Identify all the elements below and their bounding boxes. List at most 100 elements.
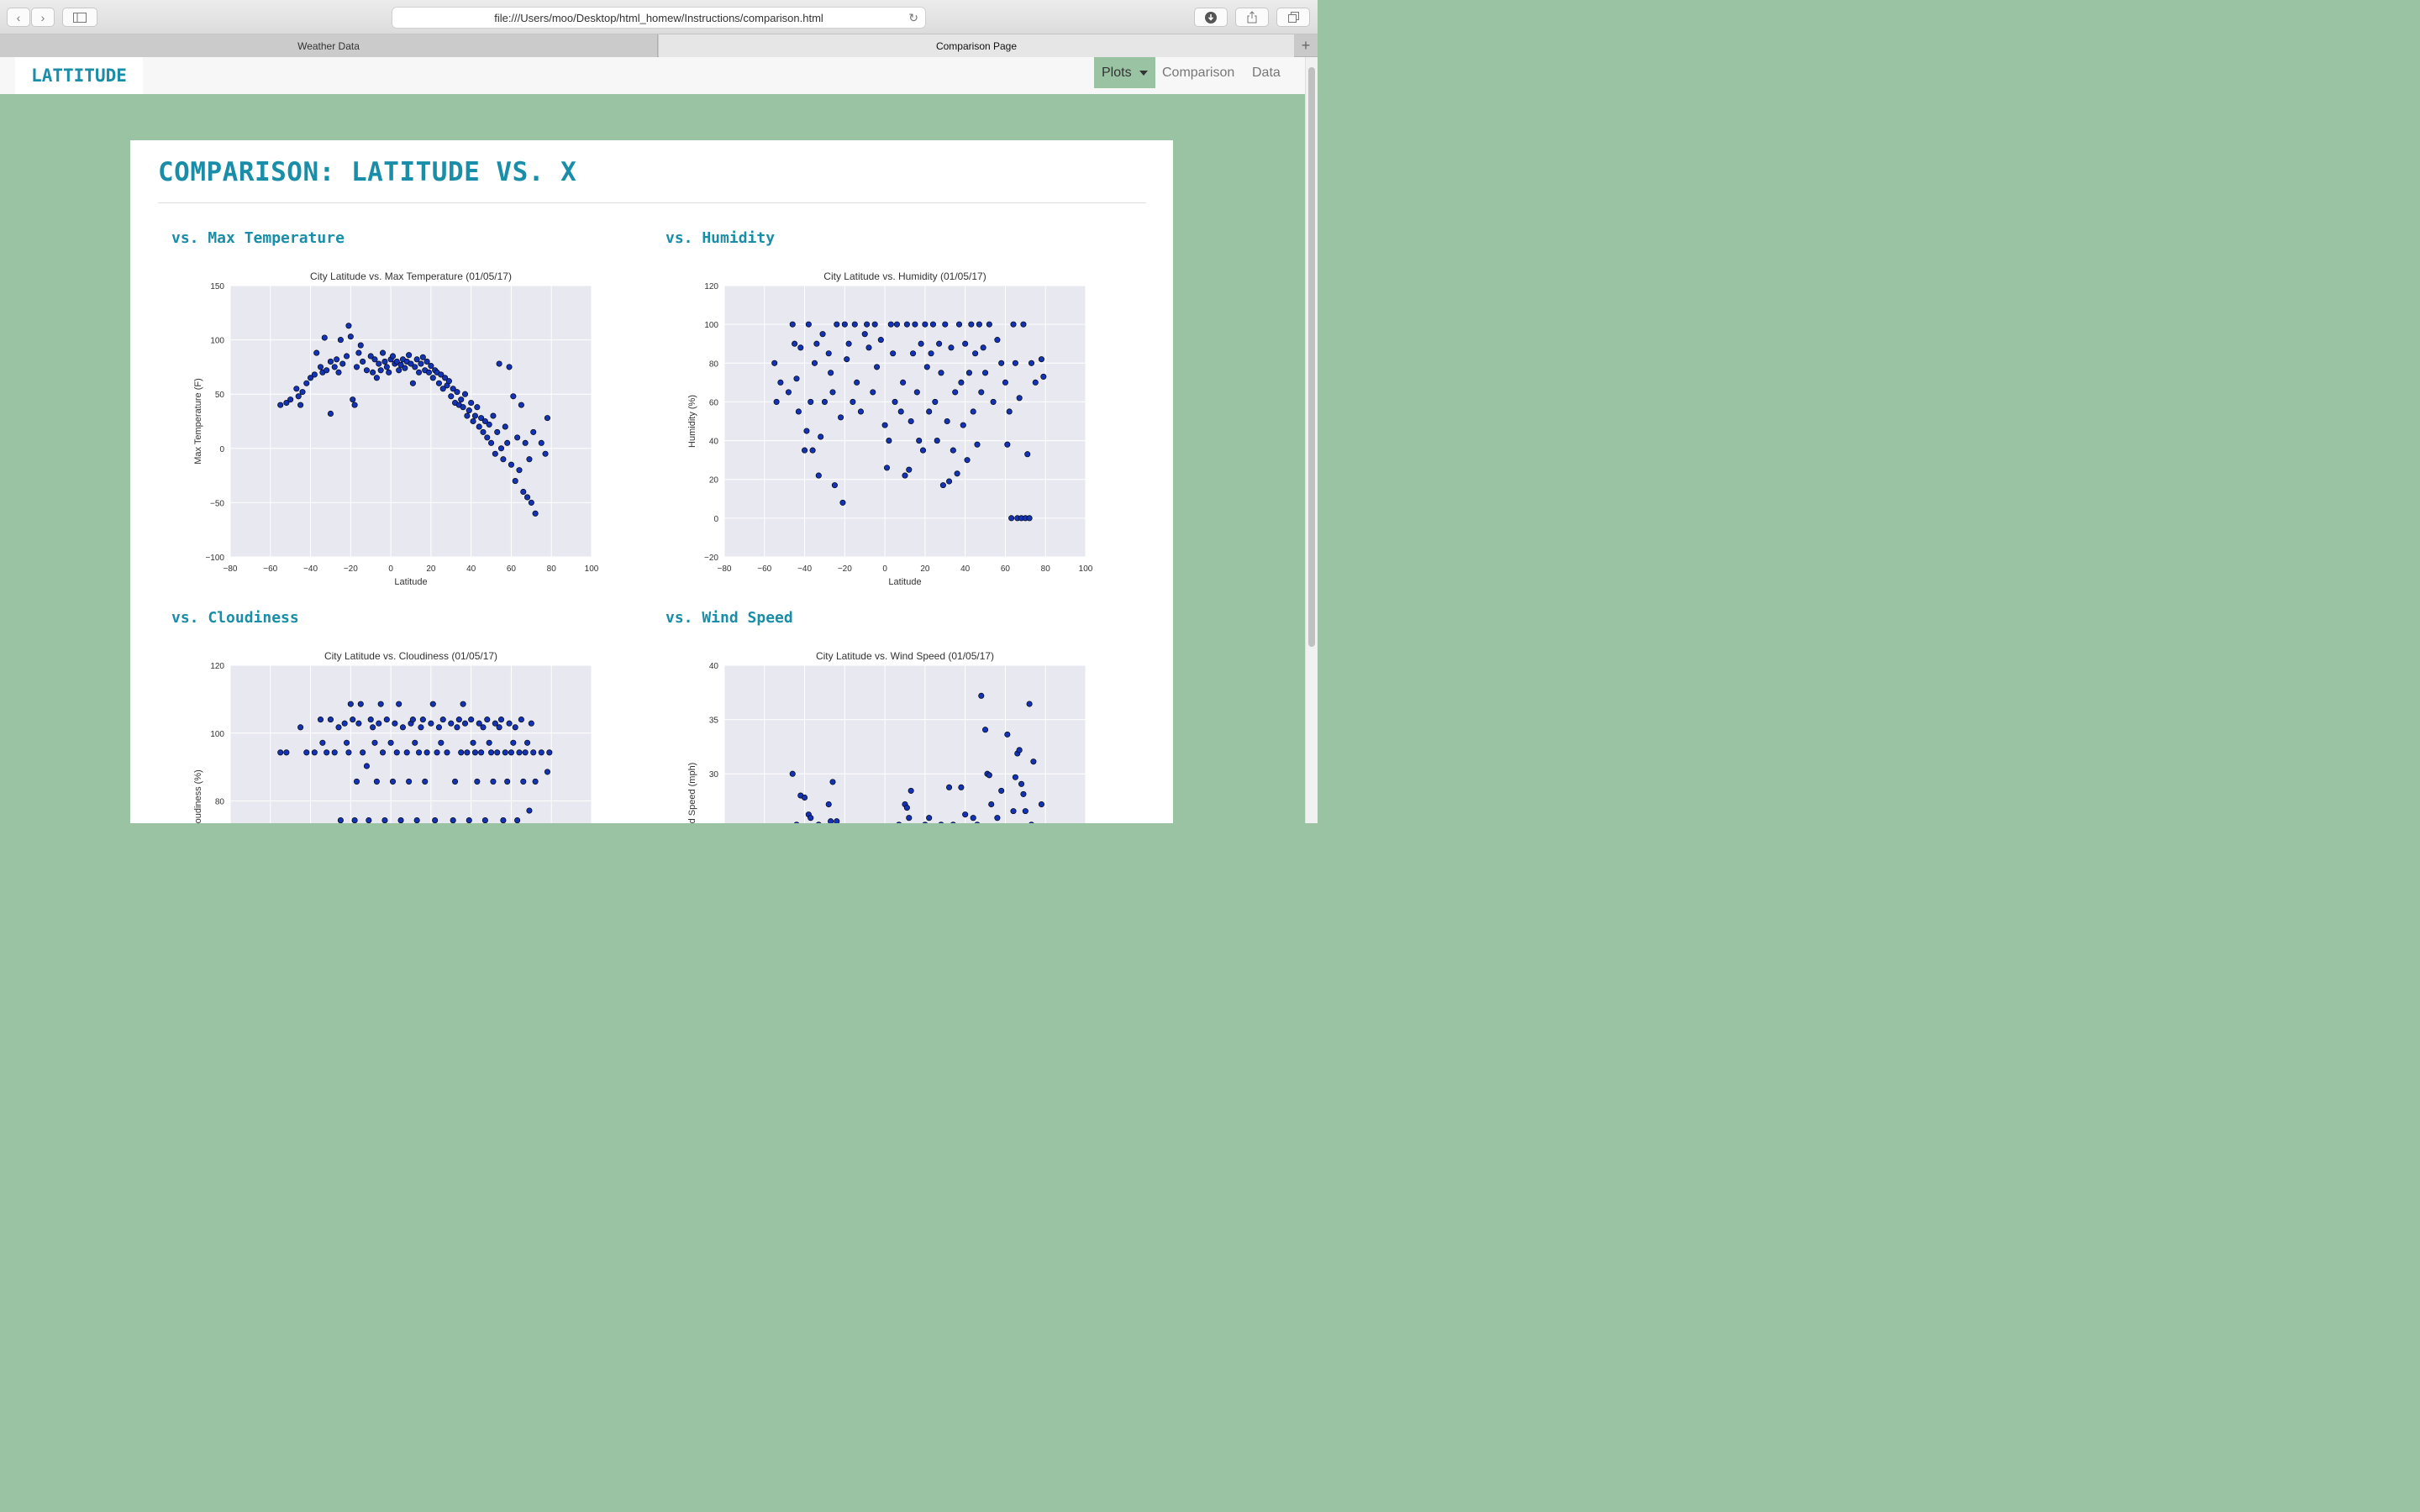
data-point [828, 818, 834, 823]
data-point [373, 778, 380, 785]
data-point [839, 499, 846, 506]
data-point [871, 321, 878, 328]
data-point [526, 456, 533, 463]
data-point [508, 749, 514, 756]
data-point [502, 749, 508, 756]
scrollbar-thumb[interactable] [1308, 67, 1315, 647]
chart-title: City Latitude vs. Humidity (01/05/17) [823, 270, 986, 282]
data-point [474, 404, 481, 411]
data-point [397, 817, 404, 823]
back-button[interactable]: ‹ [7, 8, 30, 27]
data-point [900, 379, 907, 386]
data-point [516, 749, 523, 756]
section-title-cloudiness: vs. Cloudiness [171, 609, 299, 627]
data-point [1012, 774, 1018, 780]
data-point [396, 701, 402, 707]
data-point [526, 807, 533, 814]
data-point [438, 739, 445, 746]
data-point [942, 321, 949, 328]
data-point [444, 749, 450, 756]
data-point [454, 724, 460, 731]
data-point [970, 408, 976, 415]
section-title-max-temperature: vs. Max Temperature [171, 229, 345, 247]
nav-plots-dropdown[interactable]: Plots [1094, 57, 1155, 88]
data-point [829, 779, 836, 785]
nav-comparison-link[interactable]: Comparison [1162, 65, 1235, 80]
share-button[interactable] [1235, 8, 1269, 27]
data-point [828, 370, 834, 376]
forward-button[interactable]: › [31, 8, 55, 27]
chart-title: City Latitude vs. Max Temperature (01/05… [310, 270, 512, 282]
data-point [916, 438, 923, 444]
x-tick-label: −20 [838, 564, 852, 574]
x-tick-label: 20 [920, 564, 930, 574]
data-point [334, 356, 340, 363]
data-point [458, 749, 465, 756]
data-point [373, 375, 380, 381]
data-point [434, 749, 440, 756]
data-point [435, 380, 442, 386]
sidebar-icon [73, 12, 87, 23]
data-point [481, 817, 488, 823]
sidebar-toggle-button[interactable] [62, 8, 97, 27]
downloads-button[interactable] [1194, 8, 1228, 27]
data-point [454, 389, 460, 396]
data-point [883, 465, 891, 471]
data-point [964, 457, 971, 464]
data-point [399, 724, 406, 731]
data-point [910, 350, 917, 357]
page-scrollbar[interactable] [1305, 57, 1318, 823]
data-point [887, 321, 894, 328]
data-point [906, 466, 913, 473]
data-point [392, 720, 398, 727]
y-tick-label: 100 [210, 337, 224, 346]
data-point [946, 784, 953, 790]
data-point [546, 749, 553, 756]
data-point [504, 778, 511, 785]
data-point [522, 749, 529, 756]
data-point [381, 817, 388, 823]
data-point [841, 321, 848, 328]
data-point [838, 414, 844, 421]
data-point [486, 421, 492, 428]
tab-comparison-page[interactable]: Comparison Page [659, 34, 1294, 57]
brand-logo[interactable]: LATTITUDE [15, 57, 143, 94]
data-point [919, 447, 927, 454]
data-point [490, 778, 497, 785]
data-point [492, 720, 498, 727]
data-point [337, 817, 344, 823]
data-point [811, 360, 818, 366]
tab-weather-data[interactable]: Weather Data [0, 34, 658, 57]
data-point [412, 364, 418, 370]
data-point [311, 749, 318, 756]
x-tick-label: −60 [263, 564, 277, 574]
section-title-humidity: vs. Humidity [666, 229, 776, 247]
data-point [530, 428, 537, 435]
x-axis-label: Latitude [888, 577, 921, 587]
nav-data-link[interactable]: Data [1252, 65, 1281, 80]
reload-icon[interactable]: ↻ [908, 11, 918, 24]
data-point [865, 344, 872, 351]
data-point [518, 402, 524, 408]
data-point [387, 739, 394, 746]
tabs-overview-button[interactable] [1276, 8, 1310, 27]
data-point [383, 364, 390, 370]
data-point [344, 739, 350, 746]
data-point [353, 778, 360, 785]
data-point [850, 398, 856, 405]
data-point [1040, 373, 1047, 380]
data-point [1038, 356, 1044, 363]
y-tick-label: −100 [205, 554, 224, 563]
data-point [363, 763, 370, 769]
data-point [912, 321, 918, 328]
address-bar[interactable]: file:///Users/moo/Desktop/html_homew/Ins… [392, 7, 926, 29]
data-point [277, 402, 284, 408]
data-point [461, 720, 469, 727]
data-point [877, 337, 884, 344]
data-point [492, 450, 498, 457]
new-tab-button[interactable]: + [1294, 34, 1318, 57]
data-point [416, 749, 423, 756]
data-point [797, 344, 804, 351]
data-point [946, 478, 953, 485]
data-point [1004, 441, 1011, 448]
